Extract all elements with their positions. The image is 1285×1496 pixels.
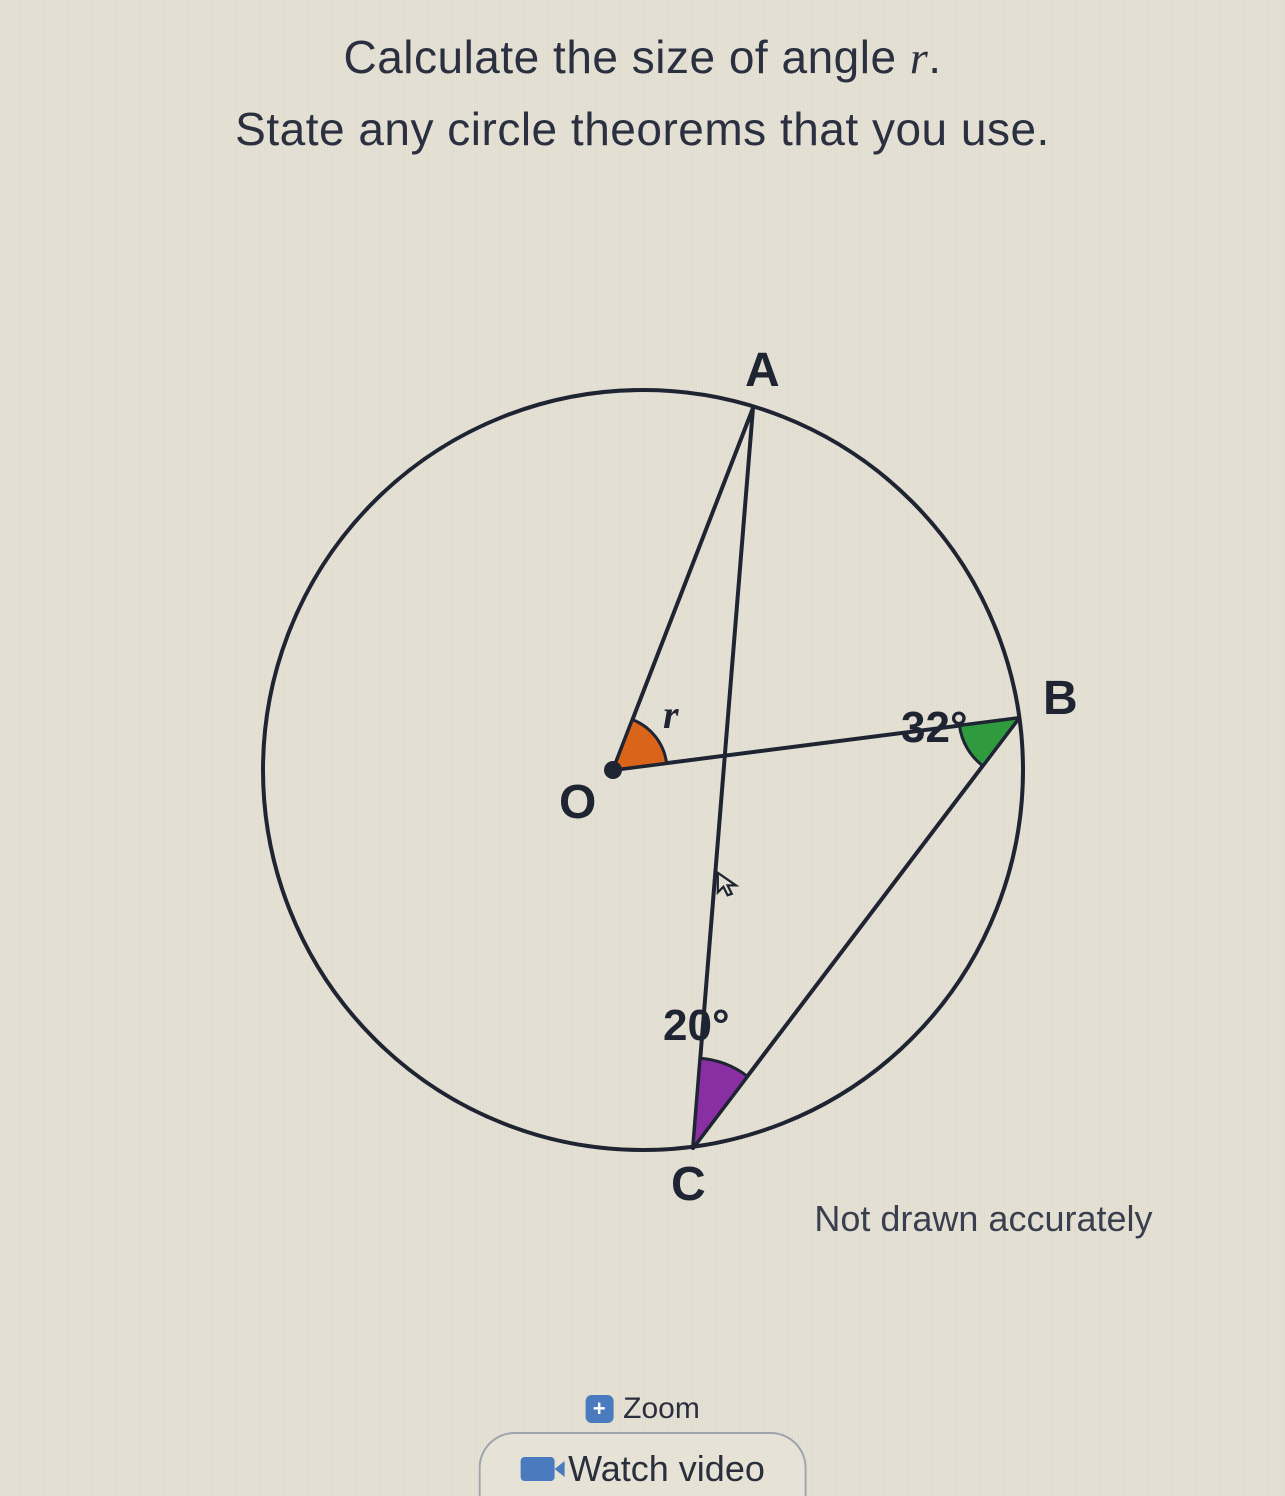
zoom-label: Zoom bbox=[623, 1392, 700, 1426]
question-line-2: State any circle theorems that you use. bbox=[0, 102, 1285, 156]
angle-label-b32: 32° bbox=[901, 703, 968, 752]
segment-OA bbox=[613, 408, 753, 770]
zoom-plus-icon: + bbox=[585, 1395, 613, 1423]
watch-video-button[interactable]: Watch video bbox=[478, 1432, 807, 1496]
question-line-1: Calculate the size of angle r. bbox=[0, 30, 1285, 84]
question-line-1-post: . bbox=[928, 31, 941, 83]
watch-video-label: Watch video bbox=[568, 1448, 765, 1490]
angle-wedge-b32 bbox=[959, 718, 1019, 766]
point-label-O: O bbox=[559, 776, 596, 829]
center-dot bbox=[604, 761, 622, 779]
point-label-B: B bbox=[1043, 672, 1078, 725]
question-block: Calculate the size of angle r. State any… bbox=[0, 30, 1285, 156]
not-drawn-accurately-note: Not drawn accurately bbox=[814, 1198, 1152, 1240]
circle-outline bbox=[263, 390, 1023, 1150]
question-variable-r: r bbox=[910, 32, 928, 83]
point-label-A: A bbox=[745, 344, 780, 397]
point-label-C: C bbox=[671, 1158, 706, 1211]
angle-wedge-c20 bbox=[693, 1058, 747, 1148]
angle-label-r: r bbox=[663, 692, 679, 737]
circle-diagram: r 32° 20° A B C O bbox=[193, 310, 1093, 1230]
question-line-1-pre: Calculate the size of angle bbox=[343, 31, 909, 83]
zoom-button[interactable]: + Zoom bbox=[585, 1392, 700, 1426]
bottom-controls: + Zoom Watch video bbox=[478, 1392, 807, 1496]
diagram-container: r32°20°ABCO Not drawn accurately bbox=[193, 310, 1093, 1230]
video-camera-icon bbox=[520, 1457, 554, 1481]
angle-label-c20: 20° bbox=[663, 1001, 730, 1050]
cursor-arrow-icon bbox=[715, 870, 743, 898]
